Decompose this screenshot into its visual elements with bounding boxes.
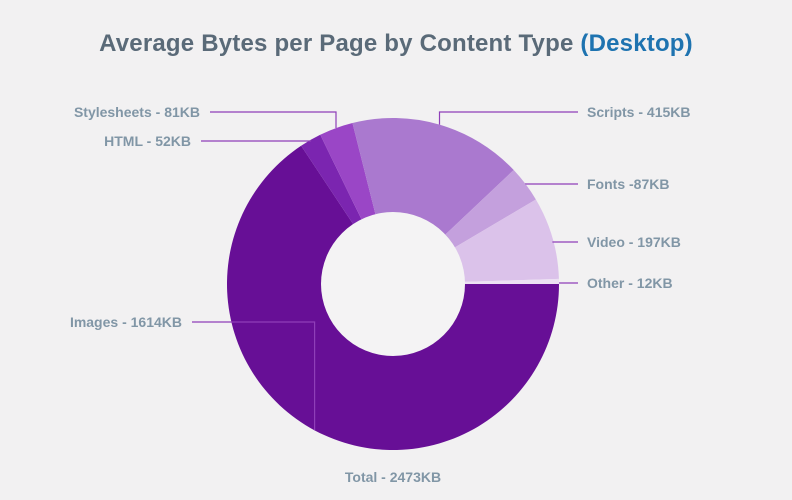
leader-stylesheets (210, 111, 337, 129)
label-video: Video - 197KB (587, 234, 681, 250)
chart-title-main: Average Bytes per Page by Content Type (99, 30, 574, 57)
total-label: Total - 2473KB (345, 469, 441, 485)
label-fonts: Fonts -87KB (587, 176, 669, 192)
label-other: Other - 12KB (587, 275, 673, 291)
chart-title-accent: (Desktop) (580, 30, 693, 57)
leader-images (192, 321, 316, 431)
label-images: Images - 1614KB (70, 314, 182, 330)
donut-hole (321, 212, 465, 356)
label-stylesheets: Stylesheets - 81KB (74, 104, 200, 120)
leader-html (201, 140, 312, 142)
leader-scripts (438, 111, 578, 125)
slice-labels: Images - 1614KB HTML - 52KB Stylesheets - … (70, 104, 691, 330)
chart-title: Average Bytes per Page by Content Type (… (0, 30, 792, 58)
label-leader-lines (192, 111, 578, 431)
label-html: HTML - 52KB (104, 133, 191, 149)
label-scripts: Scripts - 415KB (587, 104, 690, 120)
